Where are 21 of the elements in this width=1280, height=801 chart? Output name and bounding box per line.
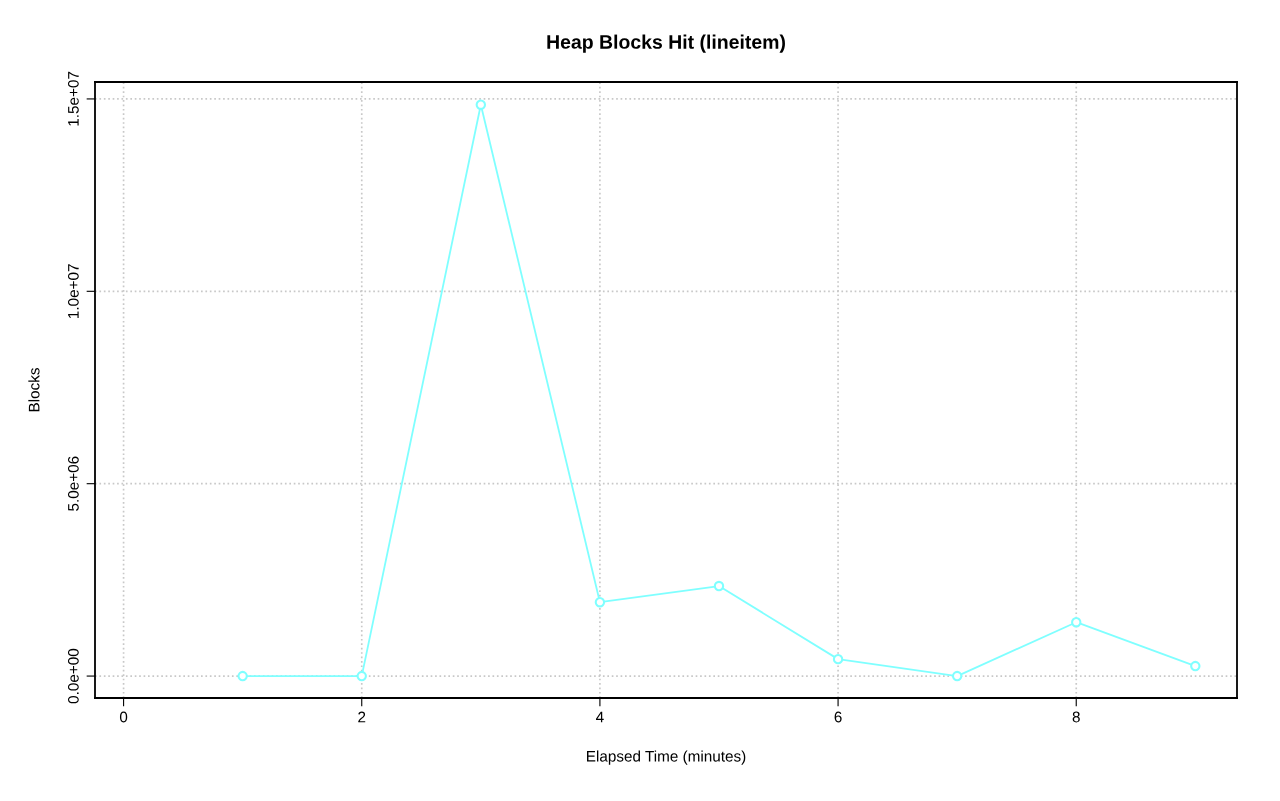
point [1071, 617, 1082, 628]
point [1190, 660, 1201, 672]
point [475, 99, 487, 110]
x-axis-title: Elapsed Time (minutes) [587, 750, 746, 765]
y-tick-label: 1.0e+07 [67, 264, 79, 318]
y-tick-label: 1.5e+07 [67, 71, 79, 126]
y-tick-label: 5.0e+06 [67, 456, 79, 511]
x-tick-label: 6 [834, 711, 842, 723]
y-tick-label: 0.0e+00 [67, 648, 79, 704]
point [594, 596, 606, 608]
point [832, 653, 844, 665]
x-tick-label: 4 [596, 711, 604, 723]
x-tick-label: 0 [119, 711, 128, 723]
point [356, 670, 367, 682]
x-tick-label: 2 [358, 711, 366, 723]
point [951, 670, 963, 682]
point [713, 580, 725, 592]
point [237, 670, 248, 682]
chart-title: Heap Blocks Hit (lineitem) [547, 34, 785, 53]
x-tick-label: 8 [1072, 711, 1080, 723]
y-axis-title: Blocks [28, 368, 40, 412]
